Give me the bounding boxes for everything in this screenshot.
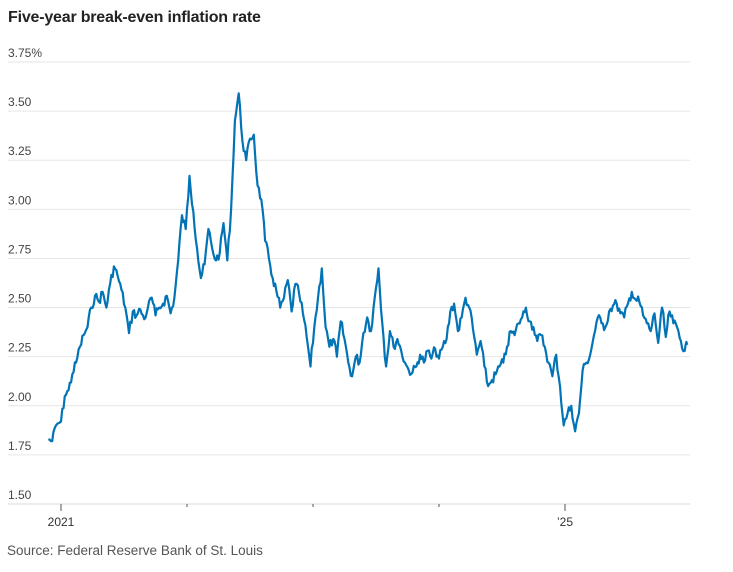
y-axis-ticks: 3.75% 3.50 3.25 3.00 2.75 2.50 2.25 2.00 1.75 1.5… bbox=[8, 46, 42, 502]
y-tick-label: 1.50 bbox=[8, 488, 32, 502]
y-tick-label: 2.00 bbox=[8, 390, 32, 404]
gridlines bbox=[8, 61, 690, 505]
series-lines bbox=[48, 92, 689, 443]
x-axis-ticks: 2021 ’25 bbox=[48, 504, 573, 529]
y-tick-label: 1.75 bbox=[8, 439, 32, 453]
series-line bbox=[48, 92, 689, 443]
y-tick-label: 3.00 bbox=[8, 193, 32, 207]
y-tick-label: 2.50 bbox=[8, 292, 32, 306]
line-chart: 3.75% 3.50 3.25 3.00 2.75 2.50 2.25 2.00 1.75 1.5… bbox=[8, 46, 690, 529]
y-tick-label: 3.25 bbox=[8, 144, 32, 158]
y-tick-label: 3.75% bbox=[8, 46, 42, 60]
chart-title: Five-year break-even inflation rate bbox=[8, 9, 261, 26]
x-tick-label: 2021 bbox=[48, 515, 75, 529]
source-note: Source: Federal Reserve Bank of St. Loui… bbox=[7, 543, 263, 558]
y-tick-label: 2.25 bbox=[8, 341, 32, 355]
x-tick-label: ’25 bbox=[557, 515, 573, 529]
y-tick-label: 2.75 bbox=[8, 242, 32, 256]
y-tick-label: 3.50 bbox=[8, 95, 32, 109]
